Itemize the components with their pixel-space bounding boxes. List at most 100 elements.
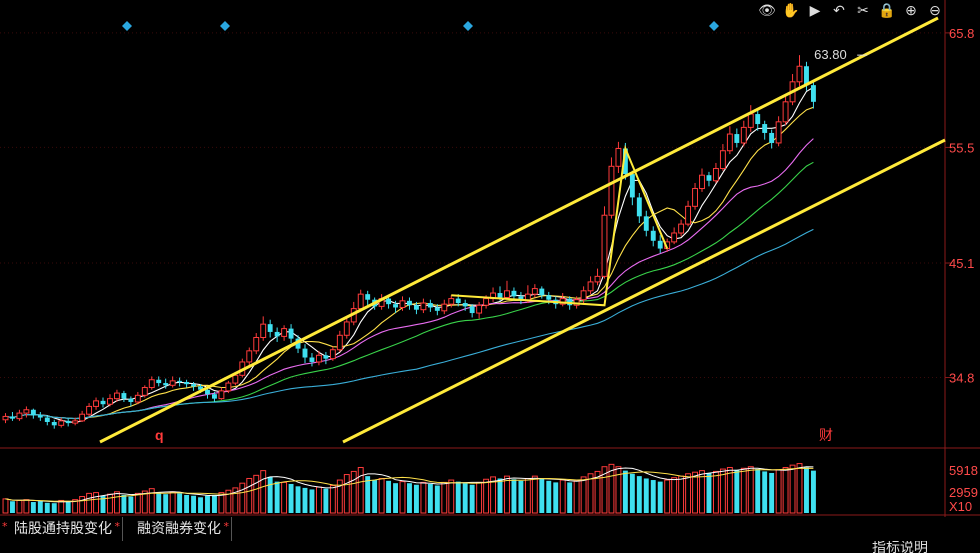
- volume-bar: [685, 473, 692, 514]
- lock-icon[interactable]: 🔒: [878, 1, 896, 18]
- volume-bar: [128, 496, 134, 513]
- volume-bar: [664, 479, 671, 514]
- candle-body: [462, 303, 468, 307]
- candle-body: [79, 413, 86, 422]
- candle-body: [796, 65, 803, 83]
- indicator-help-link[interactable]: 指标说明: [872, 541, 928, 553]
- volume-bar: [553, 482, 559, 513]
- candle-body: [274, 331, 280, 337]
- volume-bar: [372, 480, 378, 513]
- volume-bar: [365, 476, 371, 513]
- candle-body: [100, 400, 106, 405]
- tab-margin-trading[interactable]: 融资融券变化 *: [123, 517, 232, 541]
- candle-body: [769, 132, 775, 143]
- candle-body: [393, 304, 398, 308]
- volume-bar: [177, 493, 183, 513]
- candle-body: [148, 379, 155, 389]
- candle-body: [365, 294, 371, 300]
- candle-body: [546, 295, 552, 300]
- candle-body: [295, 338, 301, 349]
- volume-bar: [629, 473, 635, 513]
- undo-icon[interactable]: ↶: [833, 1, 845, 18]
- play-icon[interactable]: ▶: [809, 1, 821, 18]
- volume-bar: [719, 468, 726, 514]
- volume-bar: [636, 476, 642, 513]
- volume-bar: [407, 483, 412, 513]
- candle-body: [134, 394, 141, 403]
- volume-bar: [295, 486, 301, 513]
- candle-body: [804, 66, 809, 86]
- volume-bar: [148, 488, 155, 514]
- volume-bar: [329, 485, 336, 514]
- candle-body: [23, 409, 30, 414]
- volume-unit-label: X10: [949, 499, 972, 514]
- candle-body: [315, 354, 322, 363]
- volume-bar: [678, 475, 685, 514]
- volume-bar: [762, 471, 768, 513]
- volume-bar: [141, 490, 148, 514]
- price-tick-label: 55.5: [949, 140, 974, 155]
- ma20-line: [5, 138, 814, 420]
- candle-body: [343, 321, 350, 336]
- candle-body: [37, 415, 43, 418]
- candle-body: [629, 174, 635, 198]
- candle-body: [128, 398, 134, 402]
- candle-body: [608, 165, 615, 216]
- volume-bar: [587, 473, 594, 514]
- event-marker-cai: 财: [819, 428, 833, 444]
- candle-body: [72, 420, 79, 424]
- candle-body: [518, 296, 524, 301]
- candle-body: [212, 394, 217, 399]
- volume-bar: [107, 493, 113, 514]
- volume-bar: [504, 475, 510, 514]
- volume-bar: [58, 499, 65, 514]
- volume-bar: [601, 466, 608, 514]
- candle-body: [671, 232, 678, 243]
- volume-bar: [323, 488, 329, 513]
- volume-bar: [37, 501, 43, 513]
- high-price-label: 63.80: [814, 47, 847, 62]
- candle-body: [141, 387, 148, 396]
- volume-bar: [260, 470, 267, 514]
- eye-icon[interactable]: 👁: [758, 1, 776, 18]
- volume-ma5-line: [5, 466, 814, 503]
- candle-body: [699, 174, 705, 190]
- volume-bar: [281, 481, 288, 514]
- volume-bar: [608, 463, 615, 514]
- candle-body: [594, 275, 601, 283]
- candle-body: [511, 290, 517, 297]
- candle-body: [246, 350, 253, 363]
- candle-body: [420, 302, 427, 311]
- volume-bar: [490, 476, 497, 514]
- candle-body: [476, 304, 483, 314]
- trend-channel-upper: [99, 16, 939, 444]
- volume-bar: [156, 492, 162, 513]
- candle-body: [309, 357, 315, 362]
- volume-bar: [524, 477, 531, 514]
- tab-northbound-holding[interactable]: * 陆股通持股变化 *: [0, 517, 123, 541]
- volume-bar: [225, 489, 232, 514]
- volume-bar: [796, 463, 803, 514]
- volume-bar: [643, 478, 649, 513]
- event-diamond-icon: [220, 21, 230, 31]
- volume-tick-label: 2959: [949, 485, 978, 500]
- volume-bar: [343, 474, 350, 514]
- event-marker-q: q: [155, 427, 164, 443]
- candle-body: [86, 405, 93, 415]
- candle-body: [386, 298, 392, 305]
- scissors-icon[interactable]: ✂: [857, 1, 869, 18]
- hand-icon[interactable]: ✋: [782, 1, 800, 18]
- volume-bar: [740, 467, 747, 514]
- volume-bar: [134, 492, 141, 514]
- candle-body: [692, 188, 698, 207]
- zoom-in-icon[interactable]: ⊕: [905, 1, 917, 18]
- volume-bar: [804, 467, 809, 513]
- volume-bar: [378, 477, 385, 514]
- volume-bar: [169, 491, 176, 514]
- zoom-out-icon[interactable]: ⊖: [929, 1, 941, 18]
- volume-bar: [413, 484, 419, 513]
- volume-bar: [212, 494, 217, 513]
- volume-bar: [594, 470, 601, 514]
- candle-body: [113, 392, 120, 400]
